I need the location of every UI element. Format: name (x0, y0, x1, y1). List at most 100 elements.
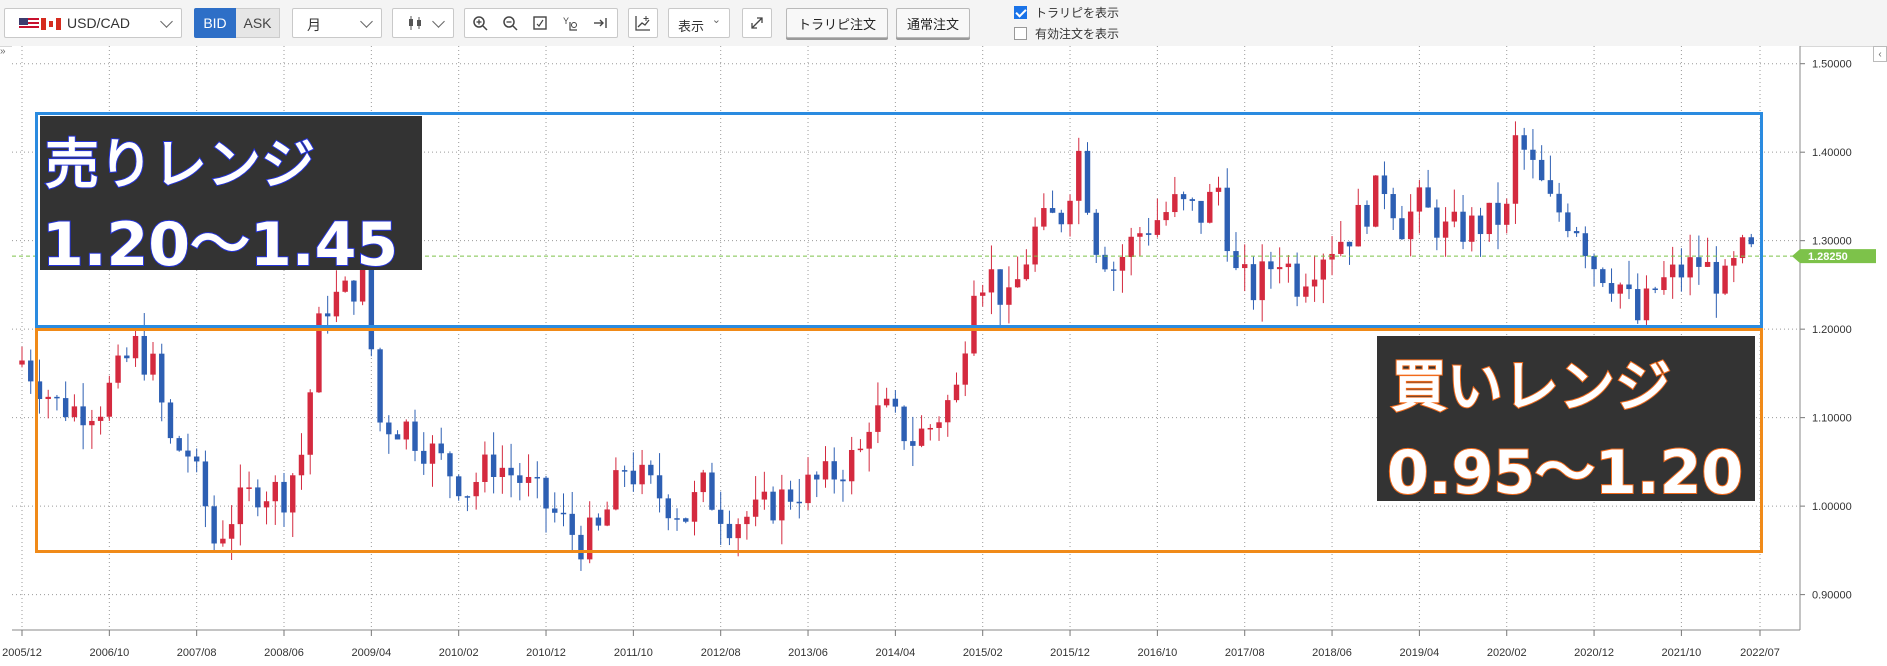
add-indicator-button[interactable] (628, 8, 658, 38)
ask-button[interactable]: ASK (236, 8, 280, 38)
symbol-select[interactable]: USD/CAD (4, 8, 182, 38)
candle-body (246, 487, 252, 489)
candle-body (1111, 269, 1117, 271)
candle-body (578, 534, 584, 560)
candle-body (438, 443, 444, 454)
candle-body (1635, 289, 1641, 321)
candle-body (1285, 263, 1292, 268)
candle-body (193, 456, 200, 462)
candle-body (377, 349, 383, 423)
candle-body (1521, 135, 1527, 150)
candle-body (971, 295, 977, 354)
candle-body (1259, 261, 1265, 301)
candle-body (1381, 175, 1388, 195)
checkbox-unchecked-icon[interactable] (1014, 27, 1027, 40)
candle-body (1512, 135, 1519, 204)
candle-body (656, 475, 663, 499)
candle-body (805, 474, 811, 504)
x-tick-label: 2016/10 (1137, 647, 1177, 659)
candle-body (1704, 261, 1711, 267)
fit-screen-icon[interactable] (527, 10, 553, 36)
x-tick-label: 2020/12 (1574, 647, 1614, 659)
candle-body (351, 280, 357, 302)
candle-body (604, 509, 610, 526)
candle-body (770, 491, 776, 521)
candle-body (1268, 261, 1274, 270)
checkbox-checked-icon[interactable] (1014, 6, 1027, 19)
candle-body (1364, 204, 1370, 227)
zoom-out-icon[interactable] (497, 10, 523, 36)
candle-body (1407, 211, 1414, 240)
candlestick-series (19, 121, 1754, 571)
bid-button[interactable]: BID (194, 8, 236, 38)
candle-body (150, 353, 156, 375)
candle-body (639, 464, 645, 485)
candle-body (1338, 241, 1344, 254)
candle-body (1329, 253, 1335, 260)
candle-body (1163, 212, 1169, 221)
candle-body (1137, 233, 1143, 237)
candle-body (141, 335, 147, 375)
price-axis: 0.90000 1.00000 1.10000 1.20000 1.30000 1.400… (1799, 46, 1852, 630)
show-active-orders-toggle[interactable]: 有効注文を表示 (1014, 25, 1119, 42)
candle-body (1373, 175, 1379, 227)
show-trailing-toggle[interactable]: トラリピを表示 (1014, 4, 1119, 21)
y-tick-label: 1.20000 (1812, 324, 1852, 336)
candle-body (1661, 277, 1667, 291)
jump-to-latest-icon[interactable] (587, 10, 613, 36)
fullscreen-button[interactable] (742, 8, 772, 38)
zoom-in-icon[interactable] (467, 10, 493, 36)
normal-order-button[interactable]: 通常注文 (896, 8, 970, 38)
chart-type-select[interactable] (392, 8, 454, 38)
candle-body (1102, 254, 1108, 270)
candle-body (455, 476, 462, 497)
candle-body (97, 416, 104, 421)
candle-body (552, 508, 558, 513)
timeframe-select[interactable]: 月 (292, 8, 382, 38)
candle-body (700, 472, 706, 493)
candle-body (1320, 259, 1327, 280)
candle-body (1145, 233, 1152, 235)
candle-body (831, 461, 837, 480)
collapse-left-panel-icon[interactable]: » (0, 46, 6, 57)
candle-body (71, 406, 78, 418)
candle-body (263, 501, 270, 508)
candle-body (499, 467, 506, 477)
candle-body (1722, 265, 1728, 294)
candle-body (1023, 264, 1030, 280)
candle-body (316, 313, 322, 393)
x-tick-label: 2021/10 (1662, 647, 1702, 659)
candle-body (1696, 257, 1702, 267)
candle-body (473, 481, 479, 497)
candle-body (298, 454, 305, 476)
collapse-right-panel-icon[interactable]: ‹ (1873, 46, 1887, 62)
candle-body (490, 454, 497, 477)
display-menu[interactable]: 表示 ⌄ (668, 8, 730, 38)
candle-body (1652, 288, 1658, 291)
candle-body (202, 461, 209, 507)
y-tick-label: 1.00000 (1812, 501, 1852, 513)
candle-body (1600, 269, 1606, 284)
candle-body (1477, 215, 1484, 235)
candle-body (290, 475, 296, 513)
buy-range-box (35, 328, 1763, 553)
candle-body (962, 353, 968, 385)
x-tick-label: 2022/07 (1740, 647, 1780, 659)
sell-range-title: 売りレンジ (44, 132, 316, 197)
candle-body (665, 498, 671, 519)
show-active-orders-label: 有効注文を表示 (1035, 27, 1120, 41)
candle-body (1399, 218, 1405, 240)
candle-body (237, 487, 244, 525)
double-chevron-down-icon: ⌄ (711, 14, 721, 26)
candle-body (368, 262, 375, 350)
y-tick-label: 0.90000 (1812, 590, 1852, 602)
candle-body (1573, 231, 1580, 234)
expand-icon (751, 17, 763, 29)
scale-axis-icon[interactable]: Y (557, 10, 583, 36)
x-tick-label: 2015/02 (963, 647, 1003, 659)
candle-body (132, 335, 139, 359)
candle-body (106, 382, 113, 417)
candle-body (787, 489, 794, 502)
trailing-order-button[interactable]: トラリピ注文 (786, 8, 888, 38)
candle-body (735, 524, 741, 539)
